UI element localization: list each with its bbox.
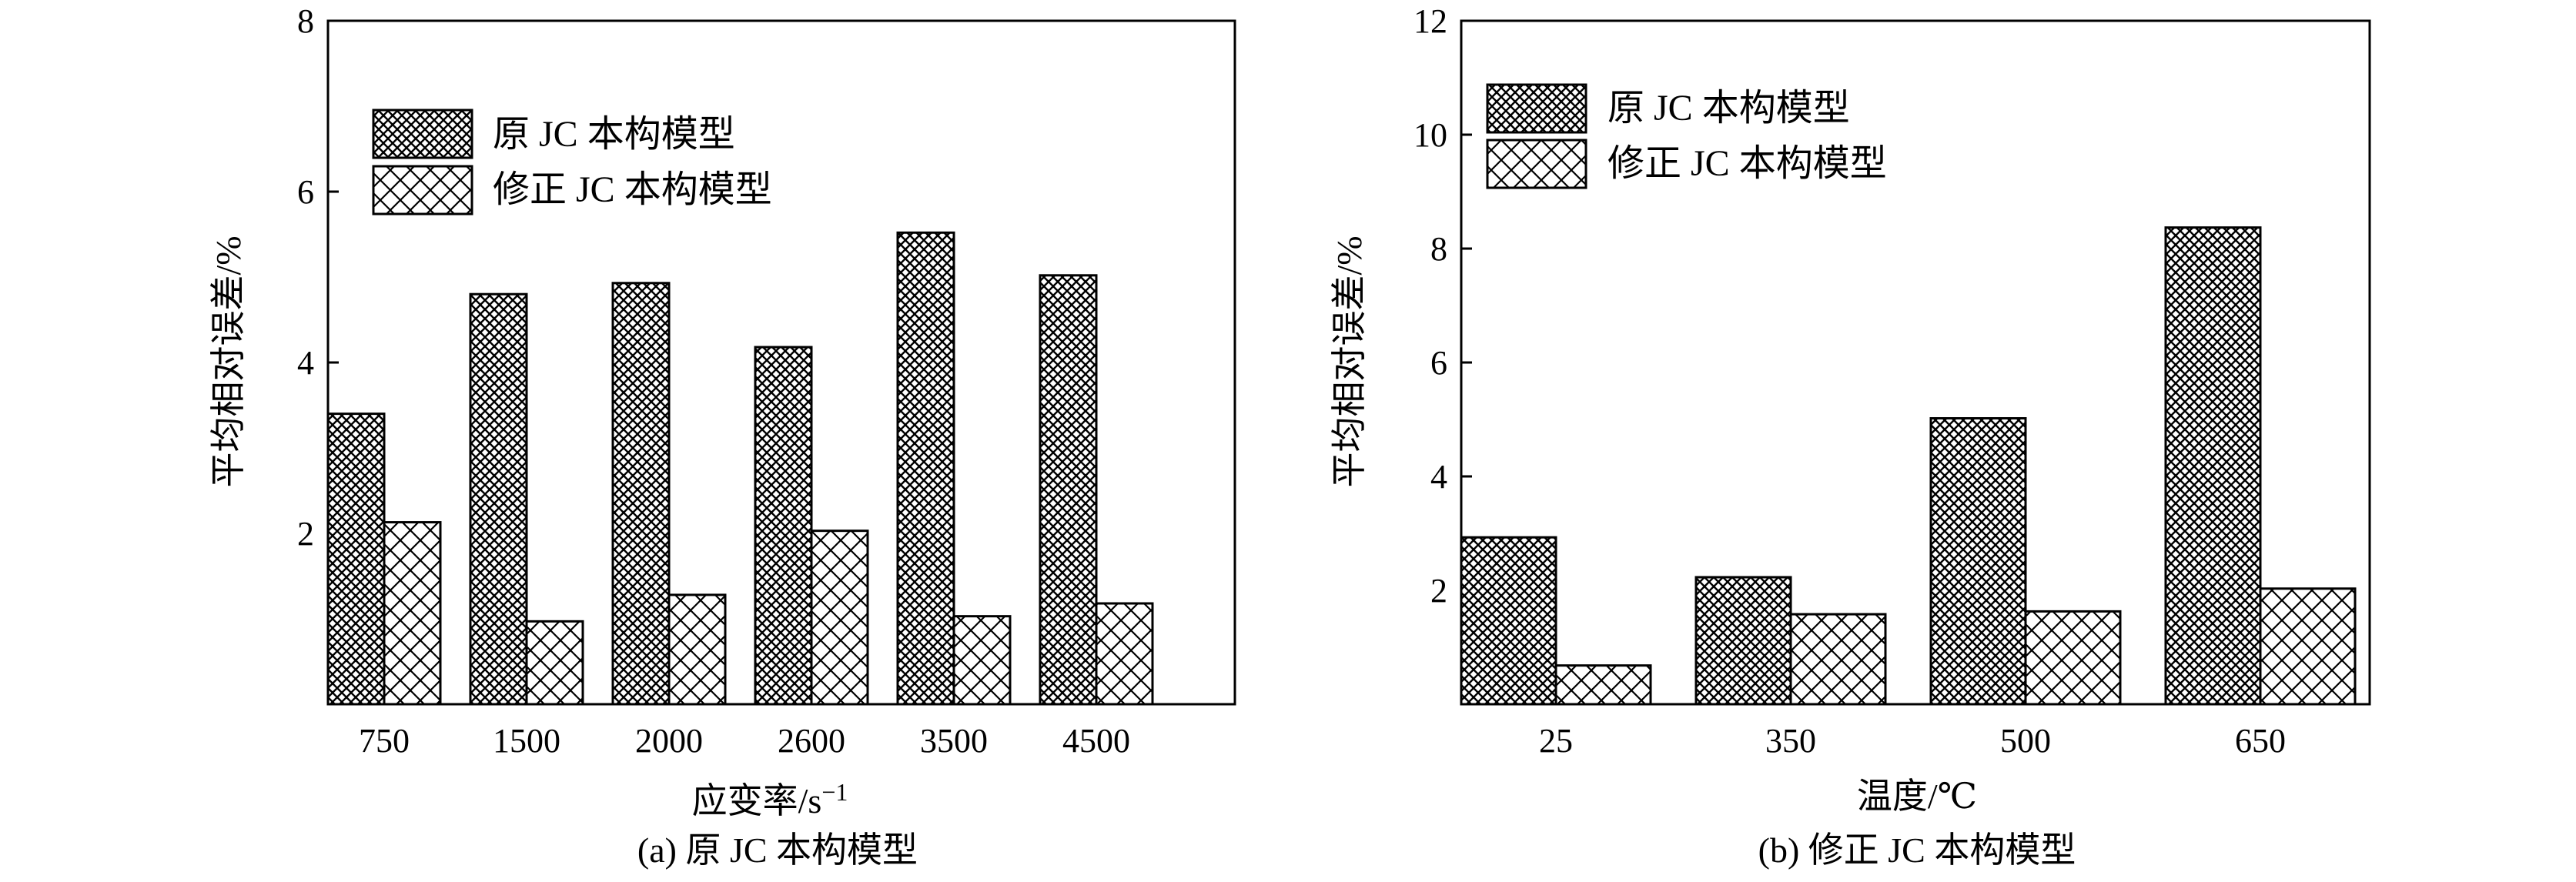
- legend-b: 原 JC 本构模型 修正 JC 本构模型: [1486, 83, 1887, 189]
- bar-a-s1-1500: [525, 620, 584, 706]
- y-tick-label-a-2: 6: [297, 173, 314, 211]
- x-axis-ticks-a: 750 1500 2000 2600 3500 4500: [359, 722, 1130, 760]
- x-tick-label-a-2: 2000: [635, 722, 703, 760]
- x-tick-label-a-0: 750: [359, 722, 410, 760]
- y-tick-label-b-3: 8: [1430, 230, 1447, 268]
- legend-swatch-b-1: [1486, 139, 1587, 189]
- x-axis-label-a-main: 应变率/s: [692, 781, 822, 820]
- bar-a-s1-2000: [667, 593, 727, 706]
- legend-label-a-1: 修正 JC 本构模型: [493, 169, 772, 210]
- legend-swatch-b-0: [1486, 83, 1587, 134]
- legend-swatch-a-1: [372, 165, 473, 215]
- bar-a-s0-1500: [469, 292, 528, 706]
- y-axis-ticks-a: 2 4 6 8: [297, 2, 339, 553]
- bar-a-s0-2600: [754, 346, 813, 706]
- x-tick-label-b-3: 650: [2235, 722, 2286, 760]
- bar-b-s1-500: [2024, 610, 2122, 706]
- bar-b-s0-25: [1460, 536, 1557, 706]
- x-tick-label-b-1: 350: [1765, 722, 1816, 760]
- bar-a-s1-750: [383, 521, 442, 706]
- y-tick-label-a-3: 8: [297, 2, 314, 40]
- bar-b-s0-650: [2164, 226, 2262, 706]
- panel-b: 2 4 6 8 10 12 25 350 500 650 原 JC 本构模型 修正 JC 本构模…: [1330, 2, 2371, 870]
- bar-a-s1-4500: [1095, 602, 1154, 706]
- caption-b: (b) 修正 JC 本构模型: [1758, 830, 2076, 870]
- x-tick-label-a-5: 4500: [1062, 722, 1130, 760]
- bars-a: [326, 231, 1154, 706]
- bar-b-s0-350: [1694, 576, 1792, 706]
- bar-b-s0-500: [1929, 417, 2027, 706]
- x-tick-label-a-1: 1500: [493, 722, 560, 760]
- bar-a-s0-3500: [896, 231, 955, 706]
- x-tick-label-a-3: 2600: [778, 722, 845, 760]
- panel-a: 2 4 6 8 750 1500 2000 2600 3500 4500 原 JC 本构模型 修…: [209, 2, 1236, 870]
- caption-a: (a) 原 JC 本构模型: [637, 830, 918, 870]
- x-axis-label-a: 应变率/s−1: [692, 778, 848, 820]
- bar-b-s1-650: [2259, 587, 2357, 706]
- legend-a: 原 JC 本构模型 修正 JC 本构模型: [372, 109, 772, 215]
- bar-a-s0-750: [326, 413, 386, 706]
- y-tick-label-b-1: 4: [1430, 458, 1447, 496]
- y-tick-label-b-5: 12: [1413, 2, 1447, 40]
- legend-swatch-a-0: [372, 109, 473, 159]
- legend-label-b-0: 原 JC 本构模型: [1607, 88, 1850, 129]
- y-axis-label-a: 平均相对误差/%: [209, 236, 248, 487]
- bar-b-s1-350: [1789, 613, 1887, 706]
- y-axis-ticks-b: 2 4 6 8 10 12: [1413, 2, 1472, 610]
- x-axis-label-a-sup: −1: [821, 778, 848, 806]
- bar-b-s1-25: [1554, 664, 1652, 706]
- x-axis-label-b: 温度/℃: [1857, 777, 1977, 816]
- x-tick-label-b-0: 25: [1539, 722, 1573, 760]
- legend-label-a-0: 原 JC 本构模型: [493, 114, 735, 155]
- bar-a-s1-3500: [952, 615, 1012, 706]
- y-tick-label-b-0: 2: [1430, 572, 1447, 610]
- bar-a-s0-4500: [1039, 274, 1098, 706]
- bar-a-s1-2600: [810, 530, 869, 706]
- y-axis-label-b: 平均相对误差/%: [1330, 236, 1369, 487]
- x-tick-label-a-4: 3500: [920, 722, 988, 760]
- y-tick-label-a-1: 4: [297, 344, 314, 382]
- y-tick-label-b-4: 10: [1413, 116, 1447, 154]
- bar-a-s0-2000: [611, 282, 671, 706]
- bars-b: [1460, 226, 2357, 706]
- legend-label-b-1: 修正 JC 本构模型: [1607, 143, 1887, 184]
- y-tick-label-b-2: 6: [1430, 344, 1447, 382]
- x-tick-label-b-2: 500: [2000, 722, 2051, 760]
- x-axis-ticks-b: 25 350 500 650: [1539, 722, 2286, 760]
- y-tick-label-a-0: 2: [297, 515, 314, 553]
